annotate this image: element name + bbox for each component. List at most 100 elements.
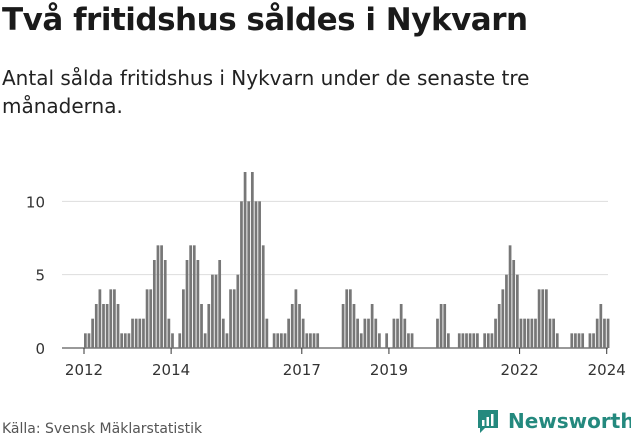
bar <box>407 333 410 348</box>
bar <box>599 304 603 348</box>
bar <box>309 333 312 348</box>
bar <box>145 289 149 348</box>
bar <box>548 318 552 348</box>
x-tick-label: 2012 <box>65 361 103 379</box>
x-tick-label: 2022 <box>501 361 539 379</box>
bar <box>592 333 595 348</box>
bar <box>494 318 497 348</box>
bar <box>102 304 105 348</box>
bar <box>519 318 523 348</box>
bar <box>261 245 265 348</box>
bar <box>196 260 200 348</box>
bar <box>294 289 298 348</box>
bar <box>207 304 211 348</box>
bar <box>370 304 374 348</box>
bar <box>403 318 407 348</box>
brand-logo[interactable]: Newsworthy <box>476 408 631 434</box>
bar <box>501 289 505 348</box>
bar <box>94 304 98 348</box>
bar <box>570 333 574 348</box>
y-tick-label: 0 <box>35 340 45 358</box>
bar <box>87 333 91 348</box>
brand-name: Newsworthy <box>508 409 631 433</box>
source-note: Källa: Svensk Mäklarstatistik <box>2 421 203 437</box>
bar <box>123 333 127 348</box>
bar <box>348 289 352 348</box>
bar <box>301 318 305 348</box>
bar <box>98 289 102 348</box>
bar <box>378 333 381 348</box>
bar <box>189 245 192 348</box>
y-tick-label: 5 <box>35 267 45 285</box>
x-tick-label: 2014 <box>152 361 190 379</box>
x-tick-label: 2019 <box>370 361 408 379</box>
bar <box>316 333 320 348</box>
bar <box>229 289 232 348</box>
bar <box>127 333 131 348</box>
bar <box>167 318 171 348</box>
bar <box>243 172 247 348</box>
bar <box>483 333 487 348</box>
bar <box>142 318 145 348</box>
bar <box>523 318 526 348</box>
bar <box>461 333 465 348</box>
bar <box>374 318 378 348</box>
x-tick-label: 2024 <box>588 361 626 379</box>
bar <box>399 304 403 348</box>
y-tick-label: 10 <box>26 193 45 211</box>
bar <box>476 333 479 348</box>
bar <box>574 333 577 348</box>
bar <box>363 318 367 348</box>
bar <box>410 333 414 348</box>
bar <box>105 304 109 348</box>
bar <box>468 333 472 348</box>
bar <box>508 245 512 348</box>
bar <box>457 333 461 348</box>
bar <box>218 260 222 348</box>
bar <box>541 289 545 348</box>
bar <box>236 274 240 348</box>
bar <box>138 318 142 348</box>
bar <box>545 289 548 348</box>
bar <box>359 333 363 348</box>
bar <box>250 172 254 348</box>
bar <box>606 318 610 348</box>
bar <box>171 333 174 348</box>
bar <box>214 274 218 348</box>
bar <box>84 333 87 348</box>
bar <box>530 318 534 348</box>
bar <box>526 318 530 348</box>
bar <box>160 245 163 348</box>
bar <box>287 318 291 348</box>
bar <box>178 333 182 348</box>
bar <box>555 333 559 348</box>
bar <box>113 289 116 348</box>
bar <box>534 318 537 348</box>
bar <box>486 333 490 348</box>
bar <box>512 260 516 348</box>
bar <box>203 333 207 348</box>
bar <box>298 304 301 348</box>
bar <box>192 245 196 348</box>
bar <box>91 318 94 348</box>
bar <box>120 333 124 348</box>
bar <box>149 289 153 348</box>
bar <box>247 201 251 348</box>
bar <box>603 318 606 348</box>
bar <box>515 274 519 348</box>
bar <box>211 274 214 348</box>
bar <box>232 289 236 348</box>
bar <box>396 318 399 348</box>
bar <box>595 318 599 348</box>
bar <box>258 201 261 348</box>
bar <box>447 333 450 348</box>
bar <box>465 333 468 348</box>
bar <box>265 318 269 348</box>
bar <box>163 260 167 348</box>
bar <box>552 318 555 348</box>
bar <box>356 318 359 348</box>
bar <box>436 318 439 348</box>
bar <box>367 318 370 348</box>
bar <box>472 333 476 348</box>
bar <box>134 318 138 348</box>
